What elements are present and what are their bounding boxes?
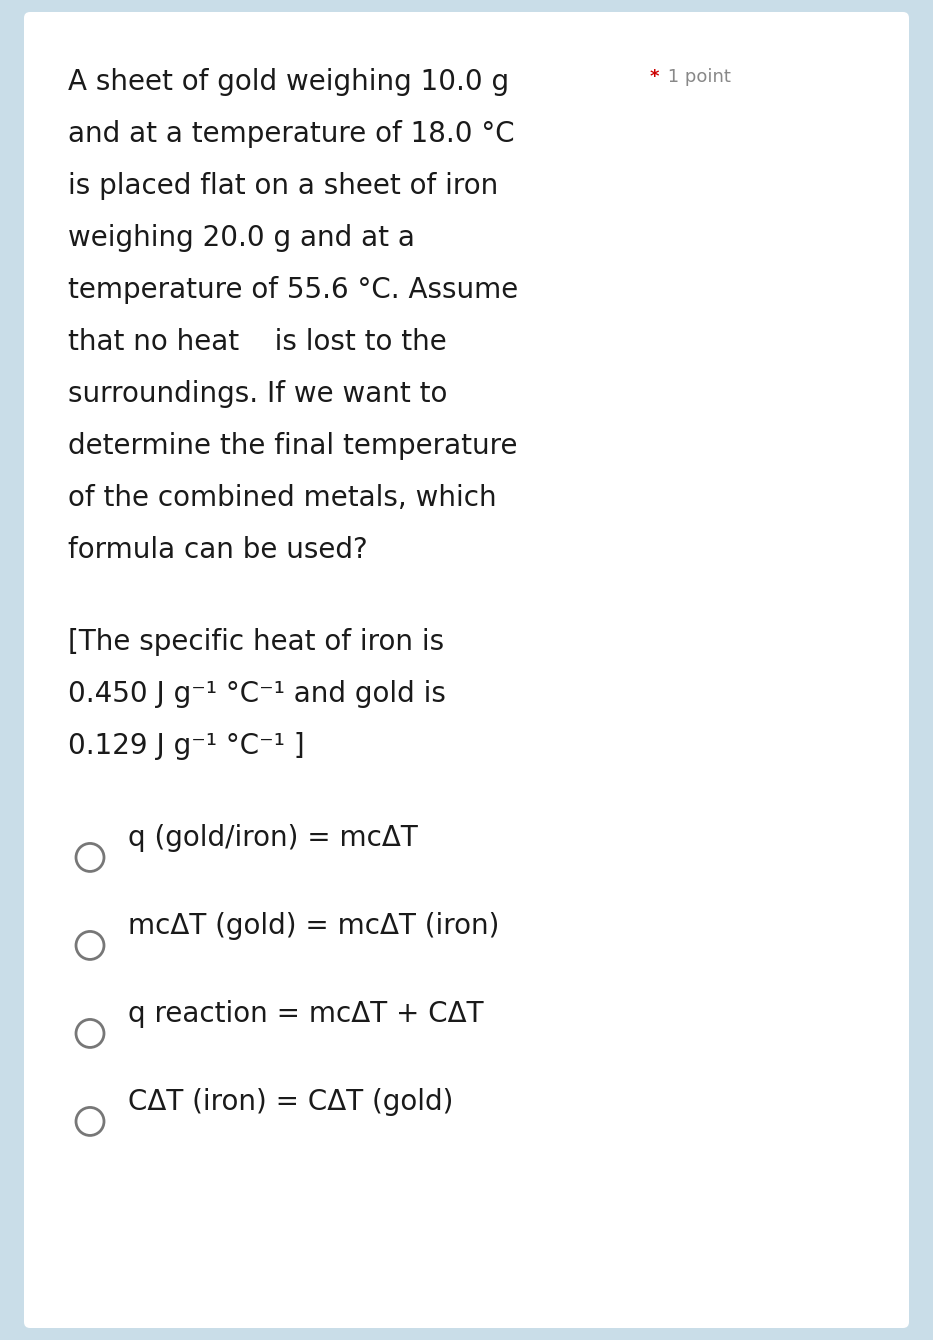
Text: determine the final temperature: determine the final temperature	[68, 431, 518, 460]
Text: mcΔT (gold) = mcΔT (iron): mcΔT (gold) = mcΔT (iron)	[128, 913, 499, 939]
Text: and at a temperature of 18.0 °C: and at a temperature of 18.0 °C	[68, 121, 515, 147]
Text: 0.450 J g⁻¹ °C⁻¹ and gold is: 0.450 J g⁻¹ °C⁻¹ and gold is	[68, 679, 446, 708]
Text: 1 point: 1 point	[661, 68, 731, 86]
Text: q (gold/iron) = mcΔT: q (gold/iron) = mcΔT	[128, 824, 418, 852]
Text: of the combined metals, which: of the combined metals, which	[68, 484, 496, 512]
Text: A sheet of gold weighing 10.0 g: A sheet of gold weighing 10.0 g	[68, 68, 509, 96]
Text: that no heat    is lost to the: that no heat is lost to the	[68, 328, 447, 356]
FancyBboxPatch shape	[24, 12, 909, 1328]
Text: [The specific heat of iron is: [The specific heat of iron is	[68, 628, 444, 657]
Text: 0.129 J g⁻¹ °C⁻¹ ]: 0.129 J g⁻¹ °C⁻¹ ]	[68, 732, 305, 760]
Text: *: *	[649, 68, 660, 86]
Text: surroundings. If we want to: surroundings. If we want to	[68, 381, 448, 407]
Text: CΔT (iron) = CΔT (gold): CΔT (iron) = CΔT (gold)	[128, 1088, 453, 1116]
Text: is placed flat on a sheet of iron: is placed flat on a sheet of iron	[68, 172, 498, 200]
Text: temperature of 55.6 °C. Assume: temperature of 55.6 °C. Assume	[68, 276, 518, 304]
Text: q reaction = mcΔT + CΔT: q reaction = mcΔT + CΔT	[128, 1000, 483, 1028]
Text: formula can be used?: formula can be used?	[68, 536, 368, 564]
Text: weighing 20.0 g and at a: weighing 20.0 g and at a	[68, 224, 415, 252]
